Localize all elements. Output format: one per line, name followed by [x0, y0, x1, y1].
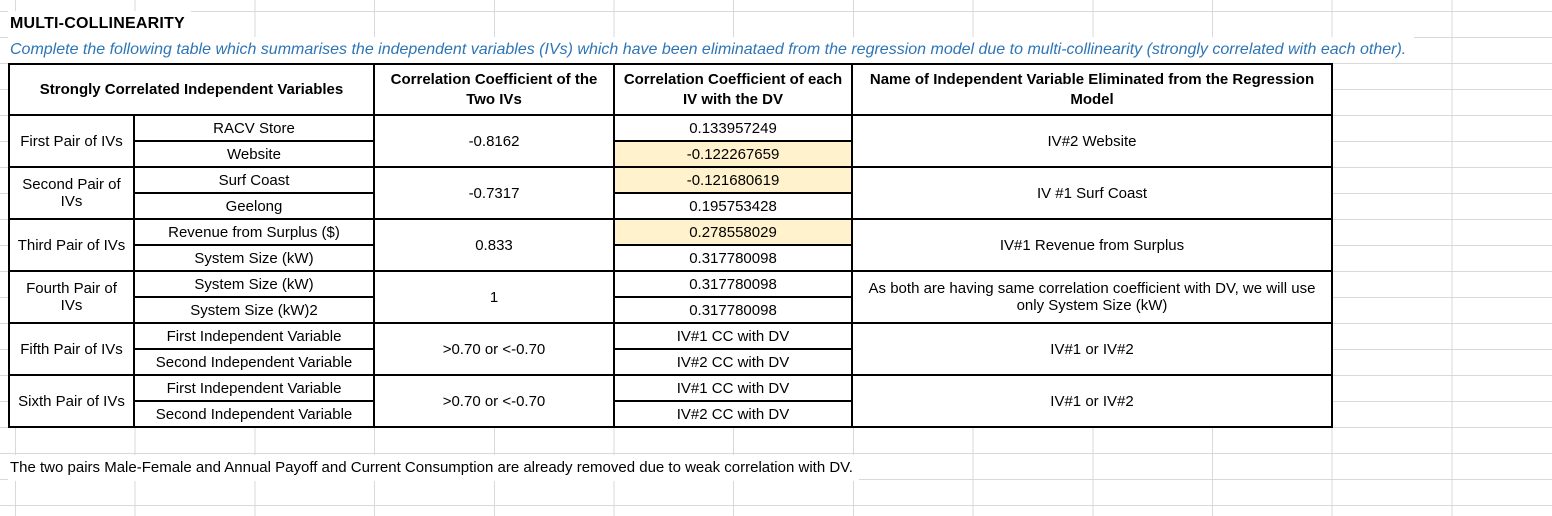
page-title: MULTI-COLLINEARITY	[8, 11, 191, 37]
header-row: Strongly Correlated Independent Variable…	[8, 63, 1333, 116]
table-row: Website -0.122267659	[9, 140, 1332, 168]
eliminated-cell[interactable]: IV#2 Website	[851, 114, 1333, 168]
pair-label[interactable]: Sixth Pair of IVs	[8, 374, 135, 428]
iv1-cell[interactable]: RACV Store	[133, 114, 375, 142]
header-cc-two-ivs[interactable]: Correlation Coefficient of the Two IVs	[373, 63, 615, 116]
footnote-text: The two pairs Male-Female and Annual Pay…	[8, 455, 859, 481]
iv2-cell[interactable]: System Size (kW)2	[133, 296, 375, 324]
cc-dv1-cell[interactable]: -0.121680619	[613, 166, 853, 194]
table-row: System Size (kW)2 0.317780098	[9, 296, 1332, 324]
iv2-cell[interactable]: System Size (kW)	[133, 244, 375, 272]
cc-two-ivs-cell[interactable]: -0.8162	[373, 114, 615, 168]
iv2-cell[interactable]: Website	[133, 140, 375, 168]
cc-dv2-cell[interactable]: IV#2 CC with DV	[613, 348, 853, 376]
pair-label[interactable]: Third Pair of IVs	[8, 218, 135, 272]
eliminated-cell[interactable]: IV#1 or IV#2	[851, 322, 1333, 376]
pair-label[interactable]: First Pair of IVs	[8, 114, 135, 168]
pair-label[interactable]: Second Pair of IVs	[8, 166, 135, 220]
eliminated-cell[interactable]: IV#1 Revenue from Surplus	[851, 218, 1333, 272]
iv1-cell[interactable]: Surf Coast	[133, 166, 375, 194]
multicollinearity-table: Strongly Correlated Independent Variable…	[8, 63, 1333, 428]
table-row: Fifth Pair of IVs First Independent Vari…	[8, 322, 1333, 376]
cc-dv1-cell[interactable]: 0.133957249	[613, 114, 853, 142]
cc-dv1-cell[interactable]: 0.317780098	[613, 270, 853, 298]
eliminated-cell[interactable]: IV #1 Surf Coast	[851, 166, 1333, 220]
iv1-cell[interactable]: First Independent Variable	[133, 322, 375, 350]
cc-two-ivs-cell[interactable]: >0.70 or <-0.70	[373, 374, 615, 428]
table-row: System Size (kW) 0.317780098	[9, 244, 1332, 272]
eliminated-cell[interactable]: As both are having same correlation coef…	[851, 270, 1333, 324]
pair-label[interactable]: Fifth Pair of IVs	[8, 322, 135, 376]
table-row: Sixth Pair of IVs First Independent Vari…	[8, 374, 1333, 428]
header-eliminated[interactable]: Name of Independent Variable Eliminated …	[851, 63, 1333, 116]
cc-two-ivs-cell[interactable]: 1	[373, 270, 615, 324]
cc-two-ivs-cell[interactable]: 0.833	[373, 218, 615, 272]
iv1-cell[interactable]: System Size (kW)	[133, 270, 375, 298]
cc-dv2-cell[interactable]: 0.317780098	[613, 296, 853, 324]
table-row: Fourth Pair of IVs System Size (kW) 1 0.…	[8, 270, 1333, 324]
table-row: Second Pair of IVs Surf Coast -0.7317 -0…	[8, 166, 1333, 220]
pair-label[interactable]: Fourth Pair of IVs	[8, 270, 135, 324]
instruction-text: Complete the following table which summa…	[8, 37, 1415, 63]
table-row: Third Pair of IVs Revenue from Surplus (…	[8, 218, 1333, 272]
iv1-cell[interactable]: First Independent Variable	[133, 374, 375, 402]
table-row: Second Independent Variable IV#2 CC with…	[9, 400, 1332, 428]
table-row: First Pair of IVs RACV Store -0.8162 0.1…	[8, 114, 1333, 168]
cc-dv1-cell[interactable]: IV#1 CC with DV	[613, 322, 853, 350]
cc-two-ivs-cell[interactable]: -0.7317	[373, 166, 615, 220]
cc-dv2-cell[interactable]: 0.195753428	[613, 192, 853, 220]
cc-dv1-cell[interactable]: 0.278558029	[613, 218, 853, 246]
eliminated-cell[interactable]: IV#1 or IV#2	[851, 374, 1333, 428]
table-row: Second Independent Variable IV#2 CC with…	[9, 348, 1332, 376]
cc-dv2-cell[interactable]: IV#2 CC with DV	[613, 400, 853, 428]
cc-dv2-cell[interactable]: 0.317780098	[613, 244, 853, 272]
iv2-cell[interactable]: Second Independent Variable	[133, 400, 375, 428]
cc-dv1-cell[interactable]: IV#1 CC with DV	[613, 374, 853, 402]
iv1-cell[interactable]: Revenue from Surplus ($)	[133, 218, 375, 246]
header-cc-with-dv[interactable]: Correlation Coefficient of each IV with …	[613, 63, 853, 116]
iv2-cell[interactable]: Geelong	[133, 192, 375, 220]
table-row: Geelong 0.195753428	[9, 192, 1332, 220]
iv2-cell[interactable]: Second Independent Variable	[133, 348, 375, 376]
header-variables[interactable]: Strongly Correlated Independent Variable…	[8, 63, 375, 116]
cc-dv2-cell[interactable]: -0.122267659	[613, 140, 853, 168]
cc-two-ivs-cell[interactable]: >0.70 or <-0.70	[373, 322, 615, 376]
